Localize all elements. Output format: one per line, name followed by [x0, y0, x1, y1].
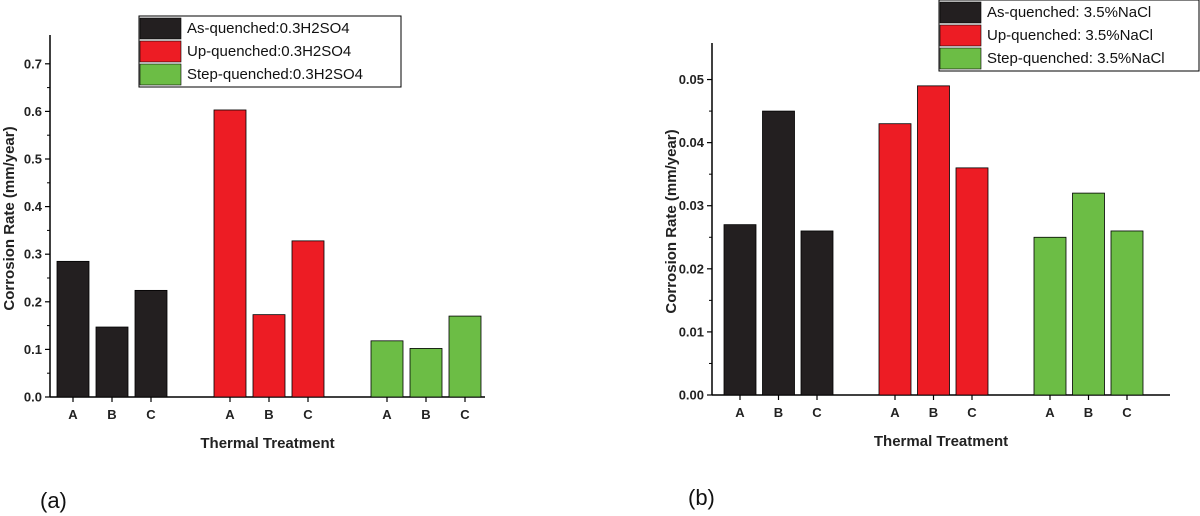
x-tick-label: B [107, 407, 116, 422]
legend-entry-label: As-quenched: 3.5%NaCl [987, 4, 1151, 21]
x-tick-label: A [1045, 405, 1055, 420]
bar-up-quenched-b [917, 85, 950, 396]
bar-as-quenched-a [723, 224, 757, 396]
legend: As-quenched: 3.5%NaCl Up-quenched: 3.5%Na… [938, 0, 1200, 72]
legend-swatch [939, 1, 982, 24]
x-tick-label: B [929, 405, 938, 420]
y-tick-label: 0.05 [679, 72, 704, 87]
bar-up-quenched-a [213, 109, 247, 398]
x-tick-label: B [421, 407, 430, 422]
legend-swatch [139, 40, 182, 63]
y-axis-title: Corrosion Rate (mm/year) [1, 126, 18, 310]
bar-as-quenched-c [800, 230, 834, 396]
y-tick-label: 0.1 [24, 342, 42, 357]
bar-step-quenched-b [1072, 192, 1105, 396]
bar-up-quenched-b [252, 314, 286, 398]
chart-panel-b: 0.00 0.01 0.02 0.03 0.04 0.05 A B C A B C A B C Thermal… [663, 0, 1200, 510]
x-tick-label: A [890, 405, 900, 420]
x-tick-label: C [303, 407, 313, 422]
x-axis-title: Thermal Treatment [200, 435, 334, 452]
legend-swatch [939, 24, 982, 47]
x-tick-label: C [146, 407, 156, 422]
legend-frame [938, 0, 1200, 72]
y-tick-label: 0.7 [24, 56, 42, 71]
y-tick-label: 0.4 [24, 199, 43, 214]
x-axis-title: Thermal Treatment [874, 433, 1008, 450]
x-tick-label: B [264, 407, 273, 422]
legend-entry-label: Step-quenched: 3.5%NaCl [987, 50, 1165, 67]
x-tick-label: A [735, 405, 745, 420]
y-tick-label: 0.5 [24, 152, 42, 167]
legend: As-quenched:0.3H2SO4 Up-quenched:0.3H2SO4… [138, 15, 402, 88]
legend-entry-label: Up-quenched: 3.5%NaCl [987, 27, 1153, 44]
legend-swatch [139, 63, 182, 86]
y-axis-title: Corrosion Rate (mm/year) [663, 129, 680, 313]
panel-label: (a) [40, 488, 67, 513]
y-tick-label: 0.3 [24, 247, 42, 262]
x-tick-label: C [967, 405, 977, 420]
bar-as-quenched-b [95, 326, 129, 398]
y-tick-label: 0.2 [24, 294, 42, 309]
bar-step-quenched-c [1110, 230, 1144, 396]
legend-entry-label: As-quenched:0.3H2SO4 [187, 20, 350, 37]
chart-panel-a: 0.0 0.1 0.2 0.3 0.4 0.5 0.6 0.7 A B C A B C A B C Thermal… [1, 15, 485, 513]
x-tick-label: B [1084, 405, 1093, 420]
bar-step-quenched-b [409, 348, 443, 398]
x-tick-label: C [460, 407, 470, 422]
y-tick-label: 0.01 [679, 324, 704, 339]
bar-as-quenched-a [56, 260, 90, 398]
bar-as-quenched-b [762, 110, 795, 396]
bar-step-quenched-a [1033, 236, 1067, 396]
x-tick-label: A [382, 407, 392, 422]
x-tick-label: A [68, 407, 78, 422]
x-tick-label: B [774, 405, 783, 420]
legend-entry-label: Step-quenched:0.3H2SO4 [187, 66, 363, 83]
x-tick-label: A [225, 407, 235, 422]
y-tick-label: 0.6 [24, 104, 42, 119]
legend-frame [138, 15, 402, 88]
y-tick-label: 0.03 [679, 198, 704, 213]
y-tick-label: 0.02 [679, 261, 704, 276]
legend-swatch [939, 47, 982, 70]
bar-up-quenched-c [291, 240, 325, 398]
y-tick-label: 0.04 [679, 135, 705, 150]
x-tick-label: C [1122, 405, 1132, 420]
bar-up-quenched-c [955, 167, 989, 396]
y-tick-label: 0.00 [679, 388, 704, 403]
legend-swatch [139, 17, 182, 40]
legend-entry-label: Up-quenched:0.3H2SO4 [187, 43, 351, 60]
bar-step-quenched-c [448, 315, 482, 398]
y-tick-label: 0.0 [24, 390, 42, 405]
bar-up-quenched-a [878, 123, 912, 396]
x-tick-label: C [812, 405, 822, 420]
bar-step-quenched-a [370, 340, 404, 398]
bar-as-quenched-c [134, 289, 168, 398]
panel-label: (b) [688, 485, 715, 510]
